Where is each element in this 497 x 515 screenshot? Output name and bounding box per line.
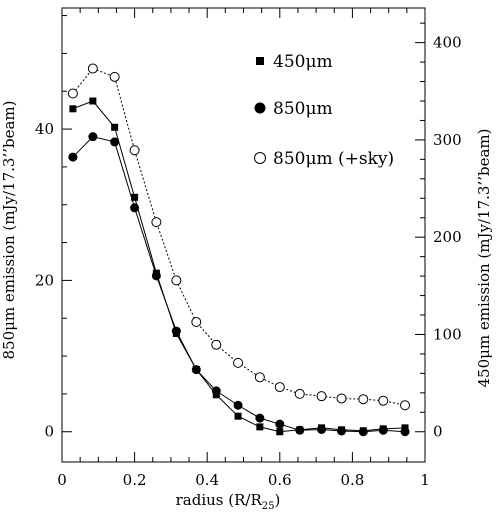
y-right-tick-label: 100 — [433, 325, 462, 343]
x-tick-label: 0.8 — [340, 471, 364, 489]
data-point-850um — [275, 419, 285, 429]
data-point-850um — [171, 326, 181, 336]
data-point-450um — [111, 123, 119, 131]
data-point-850um-sky — [211, 339, 222, 350]
data-point-850um-sky — [151, 217, 162, 228]
data-point-850um-sky — [336, 393, 347, 404]
legend-label: 850μm — [273, 99, 333, 119]
data-point-450um — [131, 193, 139, 201]
x-tick-label: 1 — [420, 471, 430, 489]
data-point-450um — [234, 412, 242, 420]
legend: 450μm 850μm 850μm (+sky) — [254, 52, 394, 169]
data-point-850um-sky — [129, 145, 140, 156]
data-point-450um — [69, 105, 77, 113]
data-point-850um — [191, 365, 201, 375]
y-axis-label-right: 450μm emission (mJy/17.3’’beam) — [475, 129, 493, 388]
y-right-tick-label: 300 — [433, 131, 462, 149]
data-point-850um-sky — [358, 394, 369, 405]
x-axis-label: radius (R/R25) — [176, 491, 281, 512]
data-point-850um — [233, 400, 243, 410]
data-point-850um-sky — [316, 391, 327, 402]
data-point-850um-sky — [294, 388, 305, 399]
data-point-850um-sky — [254, 372, 265, 383]
x-tick-label: 0 — [57, 471, 67, 489]
data-point-450um — [89, 97, 97, 105]
data-point-850um — [255, 413, 265, 423]
y-axis-label-left: 850μm emission (mJy/17.3’’beam) — [0, 101, 18, 360]
y-left-tick-label: 20 — [35, 271, 54, 289]
data-point-850um — [130, 203, 140, 213]
data-point-450um — [256, 423, 264, 431]
legend-label: 450μm — [273, 52, 333, 72]
y-left-tick-label: 0 — [44, 423, 54, 441]
data-point-850um-sky — [171, 275, 182, 286]
data-point-850um-sky — [109, 71, 120, 82]
data-point-850um — [68, 152, 78, 162]
data-point-850um-sky — [378, 395, 389, 406]
data-point-850um — [151, 271, 161, 281]
series-line-1 — [72, 136, 406, 433]
data-point-850um — [378, 425, 388, 435]
data-point-450um — [276, 428, 284, 436]
data-point-850um — [358, 427, 368, 437]
data-point-850um-sky — [233, 357, 244, 368]
data-point-850um-sky — [400, 400, 411, 411]
y-left-tick-label: 40 — [35, 120, 54, 138]
x-tick-label: 0.6 — [268, 471, 292, 489]
data-point-850um — [211, 386, 221, 396]
y-right-tick-label: 400 — [433, 34, 462, 52]
series-markers — [67, 63, 411, 437]
data-point-850um-sky — [191, 317, 202, 328]
series-lines — [72, 67, 406, 433]
data-point-850um — [337, 426, 347, 436]
x-tick-label: 0.4 — [195, 471, 219, 489]
y-right-tick-label: 200 — [433, 228, 462, 246]
data-point-850um — [88, 132, 98, 142]
data-point-850um — [110, 137, 120, 147]
legend-marker-450um — [256, 57, 264, 65]
legend-label: 850μm (+sky) — [273, 149, 394, 169]
y-right-tick-label: 0 — [433, 423, 443, 441]
data-point-850um-sky — [274, 382, 285, 393]
data-point-850um-sky — [67, 88, 78, 99]
data-point-850um-sky — [87, 63, 98, 74]
axis-ticks — [61, 8, 426, 462]
x-tick-label: 0.2 — [123, 471, 147, 489]
data-point-850um — [317, 424, 327, 434]
data-point-850um — [295, 425, 305, 435]
legend-marker-850um-sky — [254, 152, 266, 164]
legend-marker-850um — [254, 102, 266, 114]
data-point-850um — [400, 427, 410, 437]
series-line-2 — [72, 67, 406, 406]
